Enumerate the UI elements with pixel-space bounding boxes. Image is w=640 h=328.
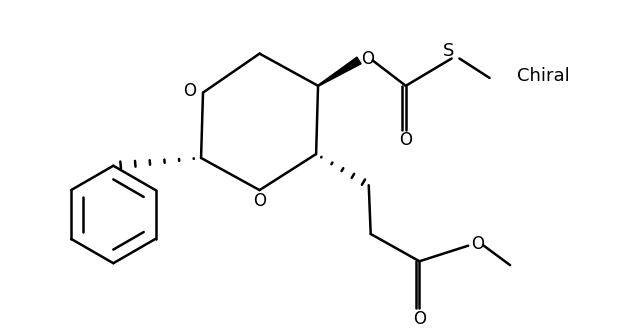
Polygon shape xyxy=(318,57,361,86)
Text: O: O xyxy=(253,192,266,210)
Text: O: O xyxy=(183,82,196,100)
Text: O: O xyxy=(413,310,426,328)
Text: O: O xyxy=(399,132,412,149)
Text: O: O xyxy=(361,51,374,69)
Text: Chiral: Chiral xyxy=(517,67,570,85)
Text: O: O xyxy=(472,235,484,253)
Text: S: S xyxy=(443,42,454,60)
